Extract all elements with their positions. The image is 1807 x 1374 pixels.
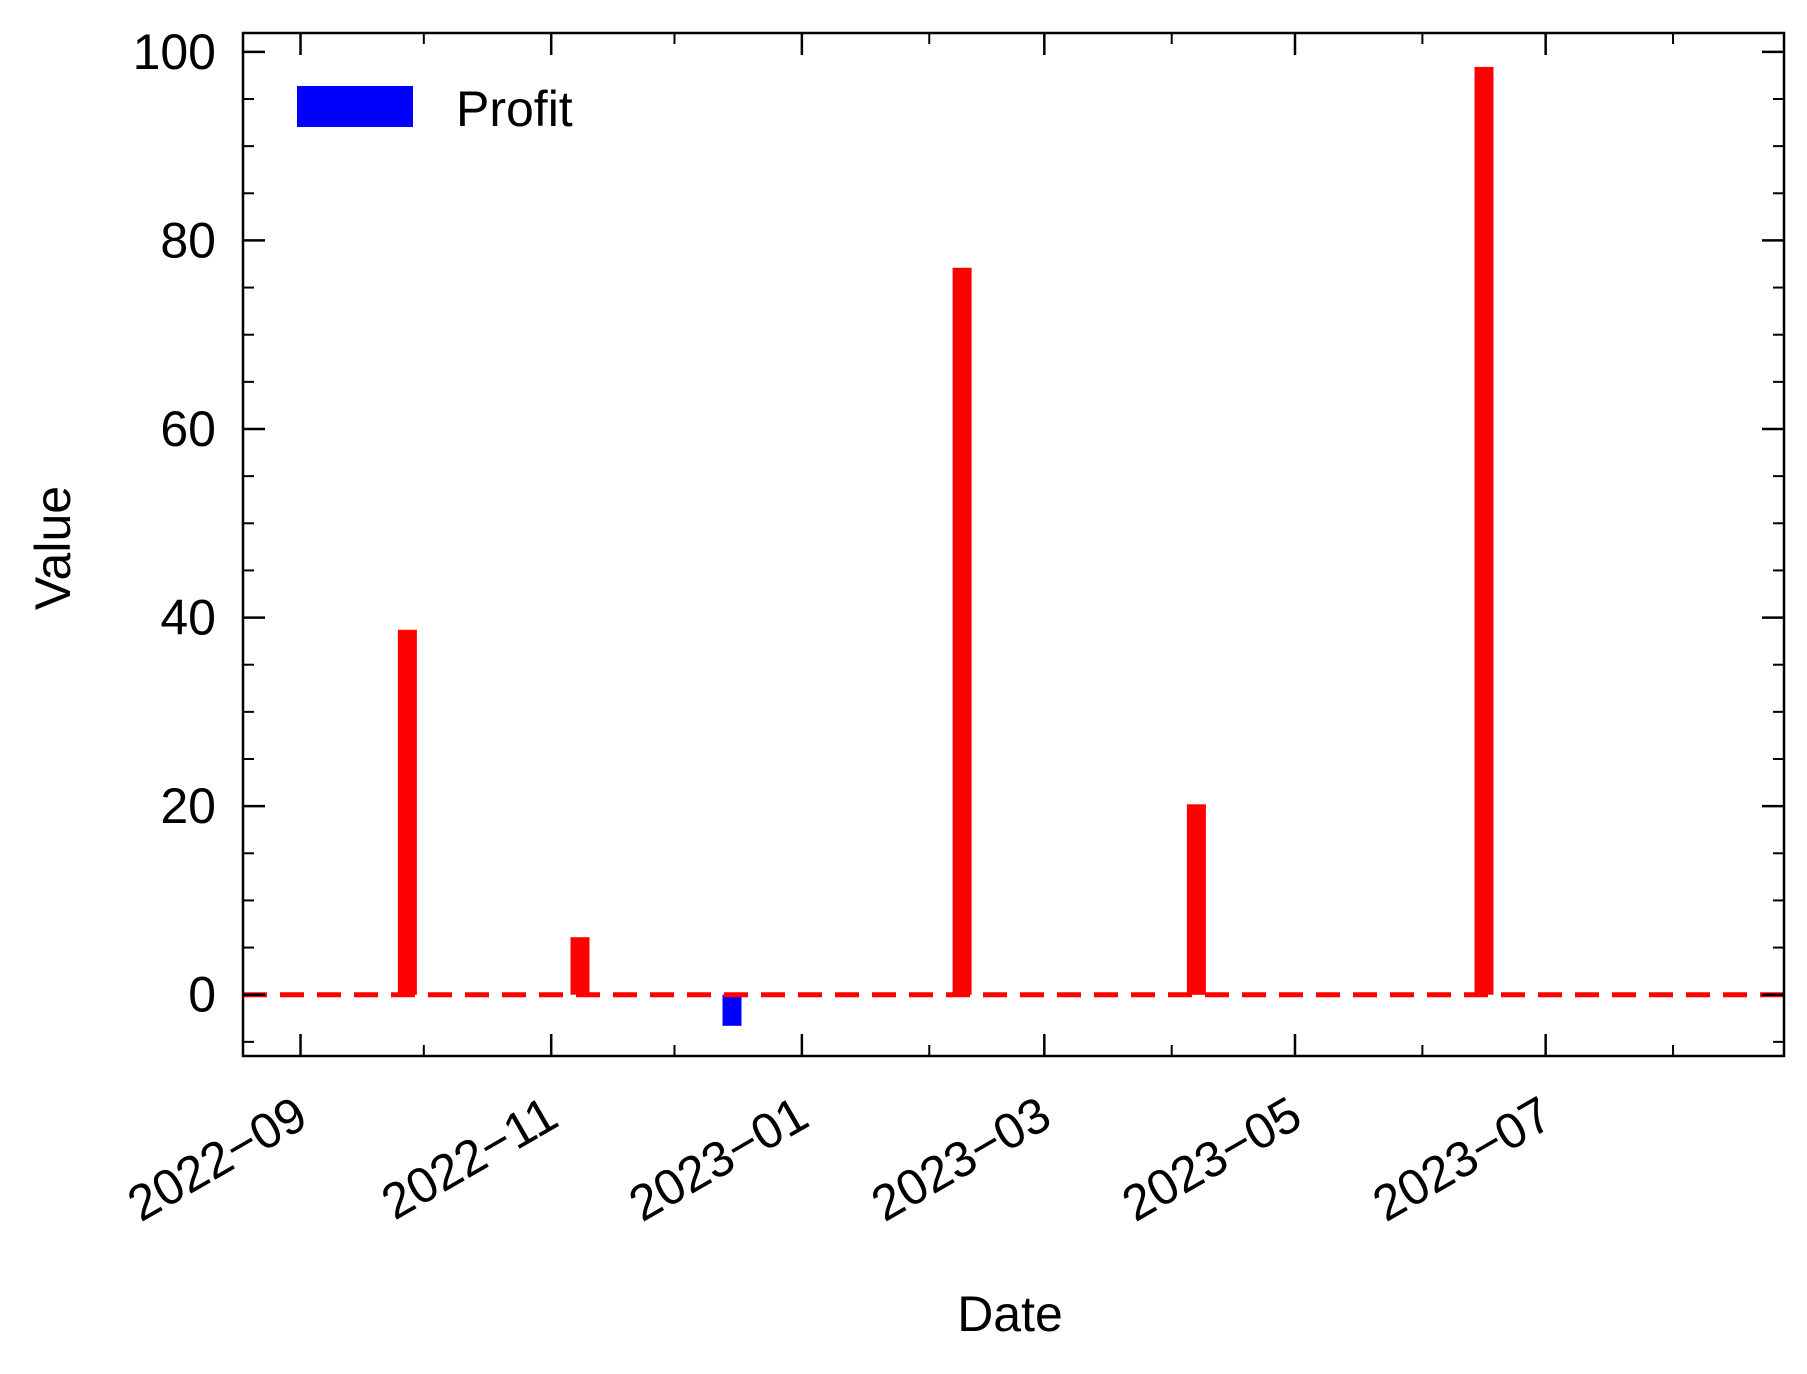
x-tick-label-2023-03: 2023−03 <box>862 1086 1060 1233</box>
bar-2023-04-07 <box>1186 804 1206 995</box>
x-tick-label-2023-07: 2023−07 <box>1363 1086 1561 1233</box>
y-tick-label-100: 100 <box>133 24 216 80</box>
plot-frame <box>241 31 1786 1058</box>
bar-2022-11-08 <box>570 937 590 995</box>
legend-swatch-profit <box>297 86 413 127</box>
x-tick-label-2022-09: 2022−09 <box>118 1086 316 1233</box>
bar-2023-06-16 <box>1474 66 1494 995</box>
y-tick-label-20: 20 <box>160 778 216 834</box>
legend: Profit <box>297 81 573 137</box>
x-axis-label: Date <box>957 1286 1063 1342</box>
legend-label-profit: Profit <box>456 81 573 137</box>
y-tick-label-0: 0 <box>188 967 216 1023</box>
y-tick-label-40: 40 <box>160 590 216 646</box>
y-axis-label: Value <box>25 486 81 610</box>
x-tick-label-2022-11: 2022−11 <box>372 1086 567 1231</box>
y-tick-label-60: 60 <box>160 401 216 457</box>
axes-layer: 0 20 40 60 80 100 2022−09 2022−11 2023−01 2023−03… <box>118 24 1786 1233</box>
bars-layer <box>397 66 1494 1026</box>
bar-2023-02-09 <box>952 267 972 995</box>
bar-2022-09-27 <box>397 629 417 995</box>
x-tick-label-2023-01: 2023−01 <box>620 1086 818 1233</box>
y-tick-label-80: 80 <box>160 212 216 268</box>
bar-2022-12-15 <box>722 994 742 1026</box>
x-tick-label-2023-05: 2023−05 <box>1113 1086 1311 1233</box>
